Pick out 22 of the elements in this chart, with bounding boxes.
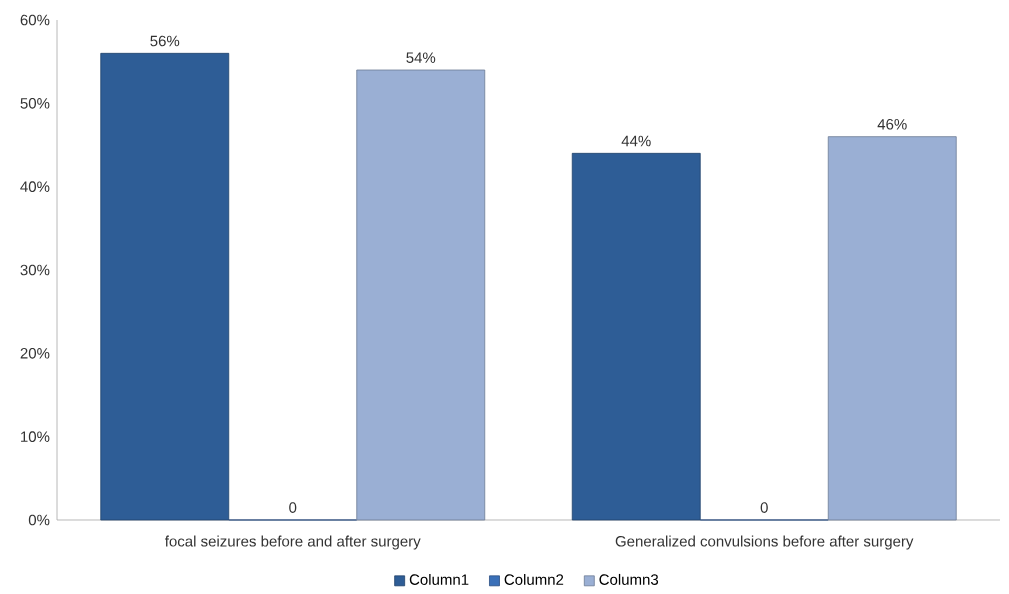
data-label: 0 — [289, 502, 297, 513]
bar — [827, 136, 957, 521]
bar — [571, 152, 701, 521]
bar — [100, 52, 230, 521]
legend-label: Column1 — [409, 573, 469, 585]
y-tick-label: 20% — [20, 348, 50, 359]
y-tick-label: 10% — [21, 431, 50, 442]
y-tick-label: 60% — [20, 14, 50, 26]
data-label: 44% — [621, 135, 651, 147]
y-tick-label: 50% — [20, 98, 50, 109]
x-tick-label: Generalized convulsions before after surgery — [615, 535, 914, 550]
legend-label: Column2 — [504, 573, 564, 585]
y-tick-label: 30% — [20, 264, 50, 276]
x-tick-label: focal seizures before and after surgery — [164, 535, 421, 550]
data-label: 46% — [877, 118, 907, 130]
y-tick-label: 0% — [28, 514, 50, 526]
data-label: 0 — [760, 502, 768, 513]
legend-label: Column3 — [599, 573, 659, 585]
data-label: 56% — [150, 35, 180, 47]
data-label: 54% — [406, 52, 436, 63]
bar — [356, 69, 486, 521]
y-tick-label: 40% — [20, 181, 50, 192]
